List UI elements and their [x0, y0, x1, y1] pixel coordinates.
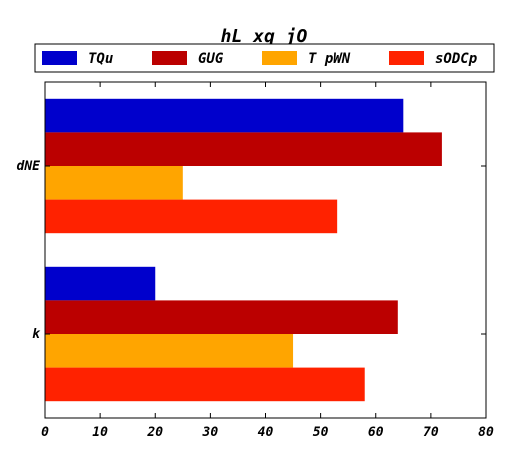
x-axis: 0 10 20 30 40 50 60 70 80 — [41, 82, 494, 440]
bar-sODCp-k — [45, 367, 365, 402]
legend-swatch-GUG — [152, 51, 187, 65]
x-tick-label: 10 — [92, 425, 108, 440]
x-tick-label: 20 — [146, 425, 163, 440]
bar-GUG-dNE — [45, 132, 442, 166]
x-tick-label: 40 — [258, 425, 274, 440]
x-tick-label: 60 — [368, 425, 384, 440]
legend-swatch-T-pWN — [262, 51, 297, 65]
y-tick-label-dNE: dNE — [17, 159, 41, 174]
bar-sODCp-dNE — [45, 199, 338, 234]
x-tick-label: 50 — [313, 425, 329, 440]
x-tick-label: 80 — [478, 425, 494, 440]
bar-TQu-dNE — [45, 98, 404, 133]
bar-GUG-k — [45, 300, 398, 334]
bar-T-pWN-k — [45, 334, 294, 368]
y-axis: dNE k — [17, 159, 486, 342]
bar-TQu-k — [45, 266, 156, 301]
chart-title: hL xq jO — [221, 26, 308, 47]
x-tick-label: 70 — [423, 425, 439, 440]
legend-label-TQu: TQu — [88, 51, 113, 67]
x-tick-label: 30 — [202, 425, 219, 440]
legend-label-GUG: GUG — [198, 51, 224, 67]
legend-label-T-pWN: T pWN — [308, 51, 351, 67]
plot-area — [45, 98, 442, 402]
legend-swatch-sODCp — [389, 51, 424, 65]
x-tick-label: 0 — [41, 425, 49, 440]
legend-label-sODCp: sODCp — [435, 51, 477, 67]
y-tick-label-k: k — [32, 327, 41, 342]
legend-swatch-TQu — [42, 51, 77, 65]
bar-T-pWN-dNE — [45, 166, 183, 200]
legend: TQu GUG T pWN sODCp — [34, 43, 495, 73]
